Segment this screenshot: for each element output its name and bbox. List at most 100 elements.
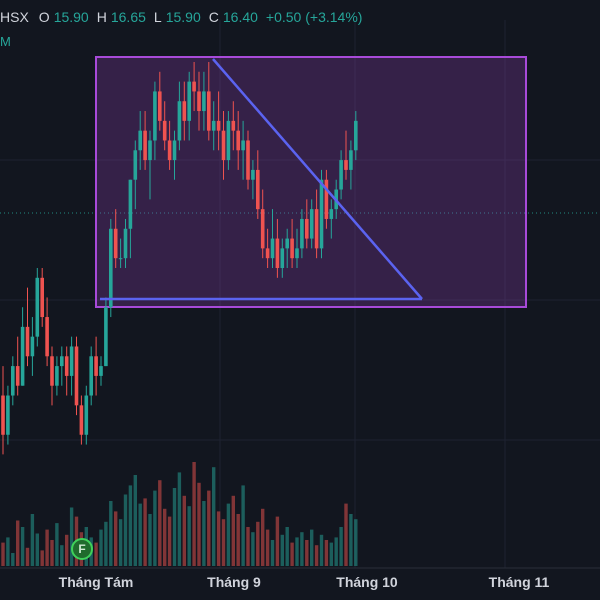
candle-body <box>329 209 334 219</box>
volume-bar <box>216 511 221 566</box>
candle-body <box>20 326 25 386</box>
candle-body <box>275 238 280 268</box>
candle-body <box>216 120 221 131</box>
volume-bar <box>60 545 64 566</box>
candle-body <box>40 277 44 318</box>
time-label-thang-11: Tháng 11 <box>488 574 550 590</box>
volume-bar <box>55 523 59 566</box>
close-value: 16.40 <box>222 9 258 25</box>
volume-bar <box>182 495 186 566</box>
candle-body <box>339 160 343 190</box>
candle-body <box>354 120 358 151</box>
volume-bar <box>275 516 280 566</box>
volume-bar <box>349 514 353 566</box>
candle-body <box>319 179 324 249</box>
volume-bar <box>354 519 358 566</box>
volume-bar <box>324 540 329 566</box>
high-value: 16.65 <box>110 9 146 25</box>
candle-body <box>246 140 250 180</box>
candle-body <box>89 356 93 396</box>
candle-body <box>270 238 275 259</box>
exchange-symbol: HSX <box>0 9 29 25</box>
low-label: L <box>153 9 162 25</box>
volume-bar <box>270 540 275 566</box>
candle-body <box>300 218 304 249</box>
volume-bar <box>300 532 304 566</box>
volume-bar <box>285 527 289 566</box>
time-label-thang-tam: Tháng Tám <box>58 574 134 590</box>
candle-body <box>84 395 89 435</box>
candle-body <box>113 228 118 259</box>
candle-body <box>241 140 245 151</box>
volume-bar <box>167 516 172 566</box>
volume-bar <box>319 534 324 566</box>
volume-bar <box>197 482 201 566</box>
candle-body <box>15 366 20 386</box>
candle-body <box>50 356 54 386</box>
candle-body <box>64 356 69 376</box>
volume-bar <box>114 511 118 566</box>
volume-bar <box>11 553 15 566</box>
volume-bar <box>329 542 333 566</box>
candle-body <box>118 258 123 260</box>
candle-body <box>69 346 74 376</box>
volume-bar <box>334 537 338 566</box>
candle-body <box>60 356 64 367</box>
candle-body <box>133 150 138 180</box>
candle-body <box>153 91 157 141</box>
candle-body <box>265 248 270 259</box>
candle-body <box>290 238 294 259</box>
earnings-event-marker[interactable]: F <box>71 538 93 560</box>
change-value: +0.50 (+3.14%) <box>265 9 363 25</box>
volume-bar <box>138 503 142 566</box>
candle-body <box>256 169 260 210</box>
volume-bar <box>290 542 294 566</box>
volume-bar <box>177 472 182 566</box>
volume-bar <box>45 529 49 566</box>
volume-bar <box>20 527 25 566</box>
candle-body <box>349 150 353 170</box>
volume-bar <box>143 498 147 566</box>
volume-bar <box>207 490 211 566</box>
candle-body <box>30 336 35 357</box>
volume-bar <box>109 501 113 566</box>
volume-bar <box>187 506 191 566</box>
ohlc-header: HSX O 15.90 H 16.65 L 15.90 C 16.40 +0.50 (+… <box>0 7 366 27</box>
candle-body <box>45 317 49 357</box>
candle-body <box>187 81 191 121</box>
candle-body <box>295 248 299 259</box>
low-value: 15.90 <box>165 9 201 25</box>
candle-body <box>182 101 187 121</box>
volume-bar <box>226 503 231 566</box>
candle-body <box>94 356 98 376</box>
volume-bar <box>261 508 265 566</box>
candle-body <box>143 130 147 161</box>
candle-body <box>211 120 216 131</box>
volume-bar <box>172 488 177 566</box>
candle-body <box>1 395 5 435</box>
volume-bar <box>118 519 123 566</box>
open-label: O <box>38 9 50 25</box>
candle-body <box>231 120 236 131</box>
open-value: 15.90 <box>53 9 89 25</box>
candle-body <box>35 277 40 337</box>
candle-body <box>324 179 329 219</box>
candle-body <box>236 130 240 151</box>
candle-body <box>197 91 201 112</box>
volume-bar <box>295 537 299 566</box>
volume-bar <box>236 514 240 566</box>
candle-body <box>314 209 319 249</box>
candle-body <box>55 366 59 386</box>
volume-bar <box>192 462 196 566</box>
candle-body <box>25 326 30 357</box>
volume-bar <box>221 519 226 566</box>
high-label: H <box>96 9 107 25</box>
candle-body <box>260 209 265 249</box>
side-mark: M <box>0 34 11 49</box>
candle-body <box>99 366 103 376</box>
candle-body <box>309 209 314 239</box>
candle-body <box>192 81 196 92</box>
volume-bar <box>94 542 98 566</box>
volume-bar <box>16 520 20 566</box>
